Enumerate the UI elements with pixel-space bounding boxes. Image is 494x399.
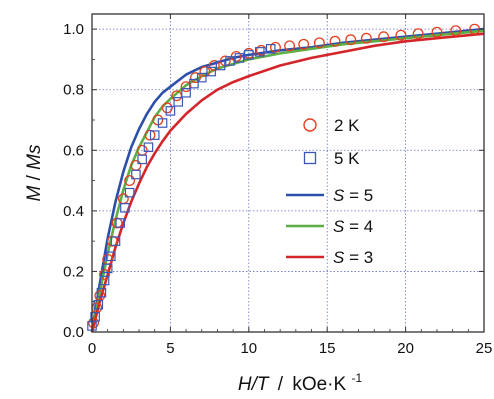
legend-var: S xyxy=(333,186,345,205)
data-point-5k xyxy=(96,287,107,298)
data-point-2k xyxy=(360,32,372,44)
data-point-5k xyxy=(173,97,184,107)
data-point-2k xyxy=(88,317,100,329)
y-tick-label: 1.0 xyxy=(63,21,84,38)
data-point-5k xyxy=(106,251,116,262)
y-tick-label: 0.4 xyxy=(63,203,84,220)
data-point-5k xyxy=(244,50,254,60)
x-tick-label: 10 xyxy=(240,340,257,357)
data-point-5k xyxy=(254,47,265,57)
data-point-2k xyxy=(450,25,462,37)
data-point-5k xyxy=(110,236,121,246)
data-point-2k xyxy=(431,26,443,38)
data-point-5k xyxy=(143,142,154,153)
series-line-Seq3 xyxy=(90,32,485,333)
data-point-5k xyxy=(265,44,276,54)
series-line-Seq5 xyxy=(90,27,485,333)
x-tick-label: 0 xyxy=(88,340,96,357)
data-point-2k xyxy=(313,37,325,49)
data-point-5k xyxy=(102,263,113,274)
axis-ticks: 0 5 10 15 20 25 0.0 0.2 0.4 0.6 0.8 1.0 xyxy=(63,14,492,357)
data-point-5k xyxy=(137,154,147,165)
data-point-5k xyxy=(181,87,191,98)
legend: 2 K5 KS = 5S = 4S = 3 xyxy=(286,116,373,267)
legend-label: 5 K xyxy=(334,149,360,168)
data-point-2k xyxy=(412,28,424,40)
data-point-2k xyxy=(190,72,201,84)
y-tick-label: 0.8 xyxy=(63,82,84,99)
data-point-5k xyxy=(149,130,160,140)
x-axis-title-slash: / xyxy=(278,374,284,395)
legend-eq: = 3 xyxy=(344,248,373,267)
data-point-2k xyxy=(378,31,390,43)
legend-eq: = 4 xyxy=(344,217,373,236)
legend-eq: = 5 xyxy=(344,186,373,205)
data-point-5k xyxy=(196,72,207,83)
data-point-2k xyxy=(345,34,357,46)
data-point-5k xyxy=(234,53,245,63)
legend-line-label: S = 5 xyxy=(333,186,373,205)
data-point-5k xyxy=(115,218,126,228)
x-tick-label: 5 xyxy=(166,340,174,357)
legend-var: S xyxy=(333,217,345,236)
data-point-2k xyxy=(180,81,192,93)
legend-line-label: S = 3 xyxy=(333,248,373,267)
data-point-5k xyxy=(165,106,176,116)
data-point-5k xyxy=(225,56,235,66)
x-tick-label: 15 xyxy=(319,340,336,357)
x-axis-title-main: H/T xyxy=(238,374,270,395)
legend-var: S xyxy=(333,248,345,267)
legend-marker-circle xyxy=(303,118,317,132)
data-point-2k xyxy=(161,102,173,114)
y-tick-label: 0.2 xyxy=(63,263,84,280)
data-point-5k xyxy=(90,312,100,322)
y-axis-title-main: M xyxy=(24,186,45,202)
y-axis-title-sep: / xyxy=(24,170,45,181)
data-point-5k xyxy=(131,169,141,180)
x-axis-title: H/T / kOe·K -1 xyxy=(238,371,363,395)
data-point-5k xyxy=(189,78,199,89)
series-points xyxy=(87,23,481,331)
plot-frame xyxy=(91,13,485,333)
x-tick-label: 20 xyxy=(397,340,414,357)
data-point-2k xyxy=(284,40,296,52)
data-point-5k xyxy=(206,66,216,77)
plot-background xyxy=(92,14,484,332)
y-tick-label: 0.0 xyxy=(63,324,84,341)
y-tick-label: 0.6 xyxy=(63,142,84,159)
legend-label: 2 K xyxy=(334,116,360,135)
y-axis-title: M / Ms xyxy=(24,144,45,201)
data-point-2k xyxy=(144,129,156,141)
x-tick-label: 25 xyxy=(476,340,493,357)
y-axis-title-denom: Ms xyxy=(24,144,45,170)
data-point-5k xyxy=(215,60,226,71)
data-point-2k xyxy=(124,175,136,187)
legend-line-label: S = 4 xyxy=(333,217,373,236)
legend-marker-square xyxy=(303,151,317,165)
data-point-2k xyxy=(99,269,110,280)
data-point-5k xyxy=(93,299,104,310)
data-point-5k xyxy=(120,203,130,213)
data-point-2k xyxy=(208,60,220,71)
data-point-2k xyxy=(329,35,341,47)
data-point-2k xyxy=(199,66,211,77)
data-point-2k xyxy=(106,235,118,247)
data-point-2k xyxy=(395,29,407,41)
x-axis-title-exponent: -1 xyxy=(351,371,362,385)
data-point-5k xyxy=(124,187,135,198)
data-point-5k xyxy=(157,118,168,128)
data-point-5k xyxy=(99,275,110,286)
x-axis-title-unit: kOe·K xyxy=(292,374,346,395)
data-point-2k xyxy=(298,38,310,50)
